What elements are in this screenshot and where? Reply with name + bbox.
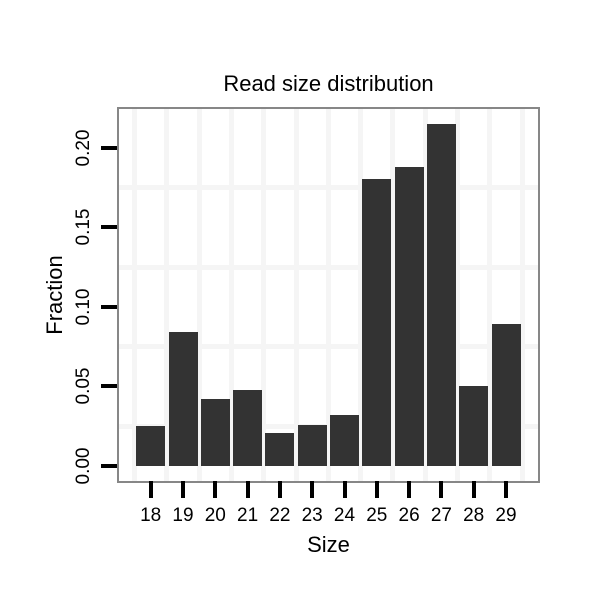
gridline-minor-vertical xyxy=(325,108,331,481)
chart-title: Read size distribution xyxy=(223,71,434,96)
x-tick-label: 21 xyxy=(237,505,259,526)
x-tick xyxy=(439,481,444,498)
y-tick-label: 0.15 xyxy=(73,208,94,246)
x-tick-label: 26 xyxy=(398,505,420,526)
bar-size-29 xyxy=(491,324,521,466)
gridline-minor-vertical xyxy=(455,108,461,481)
x-tick xyxy=(310,481,315,498)
x-tick-label: 20 xyxy=(204,505,226,526)
x-tick xyxy=(407,481,412,498)
bar-size-19 xyxy=(168,332,198,466)
x-tick-label: 23 xyxy=(301,505,323,526)
x-tick-label: 24 xyxy=(333,505,356,526)
x-tick xyxy=(374,481,379,498)
x-tick-label: 18 xyxy=(140,505,162,526)
gridline-minor-vertical xyxy=(293,108,299,481)
x-tick xyxy=(504,481,508,498)
x-tick xyxy=(181,481,185,498)
bar-size-25 xyxy=(362,179,392,466)
gridline-minor-vertical xyxy=(196,108,202,481)
x-tick xyxy=(213,481,218,498)
y-tick-label: 0.10 xyxy=(73,288,94,326)
bar-size-28 xyxy=(459,386,489,466)
x-tick xyxy=(471,481,476,498)
gridline-minor-vertical xyxy=(422,108,428,481)
bar-size-21 xyxy=(233,389,263,466)
x-tick xyxy=(277,481,282,498)
bar-size-24 xyxy=(330,415,359,466)
y-tick xyxy=(101,384,117,389)
y-tick xyxy=(101,464,117,468)
x-tick-label: 28 xyxy=(463,505,485,526)
gridline-minor-vertical xyxy=(487,108,493,481)
y-tick xyxy=(101,304,117,309)
x-axis-title: Size xyxy=(307,532,350,557)
x-tick-label: 22 xyxy=(269,505,291,526)
gridline-minor-vertical xyxy=(261,108,267,481)
x-tick xyxy=(148,481,153,498)
x-tick-label: 19 xyxy=(172,505,194,526)
x-tick-label: 27 xyxy=(430,505,452,526)
x-tick-label: 25 xyxy=(366,505,388,526)
x-tick-label: 29 xyxy=(495,505,517,526)
y-tick-label: 0.20 xyxy=(73,129,94,167)
x-tick xyxy=(245,481,250,498)
y-axis-title: Fraction xyxy=(42,255,67,335)
bar-size-26 xyxy=(394,166,424,466)
y-tick xyxy=(101,225,117,230)
x-tick xyxy=(342,481,347,498)
bar-size-23 xyxy=(297,424,327,466)
gridline-minor-vertical xyxy=(390,108,396,481)
gridline-minor-vertical xyxy=(358,108,364,481)
gridline-minor-vertical xyxy=(519,108,525,481)
gridline-minor-vertical xyxy=(164,108,170,481)
bar-size-18 xyxy=(136,426,166,466)
gridline-minor-vertical xyxy=(132,108,138,481)
gridline-minor-vertical xyxy=(228,108,234,481)
bar-size-22 xyxy=(265,432,295,466)
plot-panel xyxy=(117,106,540,483)
y-tick-label: 0.00 xyxy=(73,447,94,485)
y-tick-label: 0.05 xyxy=(73,367,94,405)
bar-size-20 xyxy=(200,399,230,466)
bar-size-27 xyxy=(426,123,456,466)
y-tick xyxy=(101,145,117,150)
